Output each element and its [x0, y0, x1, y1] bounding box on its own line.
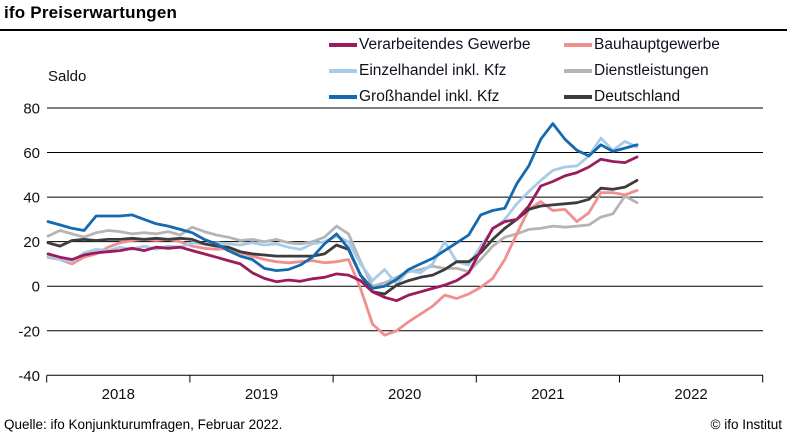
x-axis-year-label: 2019: [245, 386, 278, 403]
line-swatch-icon: [329, 43, 357, 47]
page-title: ifo Preiserwartungen: [4, 3, 178, 22]
legend-item-dienstleistungen: Dienstleistungen: [564, 62, 720, 80]
legend-label: Dienstleistungen: [594, 62, 709, 79]
y-axis-tick-label: 40: [23, 190, 40, 207]
chart-legend: Verarbeitendes Gewerbe Einzelhandel inkl…: [329, 36, 720, 106]
legend-label: Deutschland: [594, 88, 681, 105]
copyright-note: © ifo Institut: [710, 417, 782, 432]
line-swatch-icon: [564, 95, 592, 99]
legend-label: Einzelhandel inkl. Kfz: [359, 62, 507, 79]
y-axis-tick-label: 80: [23, 101, 40, 118]
x-axis-year-label: 2020: [388, 386, 421, 403]
y-axis-tick-label: -40: [18, 368, 40, 385]
series-line-verarbeitendes-gewerbe: [46, 155, 639, 303]
line-swatch-icon: [564, 43, 592, 47]
series-line-gro-handel-inkl-kfz: [46, 122, 639, 290]
y-axis-tick-label: -20: [18, 323, 40, 340]
title-divider-rule: [0, 29, 787, 31]
x-axis-year-label: 2021: [531, 386, 564, 403]
y-axis-tick-label: 20: [23, 234, 40, 251]
line-swatch-icon: [564, 69, 592, 73]
legend-label: Bauhauptgewerbe: [594, 36, 720, 53]
series-line-dienstleistungen: [46, 194, 639, 288]
source-note: Quelle: ifo Konjunkturumfragen, Februar …: [4, 417, 283, 432]
legend-item-bauhauptgewerbe: Bauhauptgewerbe: [564, 36, 720, 54]
y-axis-tick-label: 60: [23, 145, 40, 162]
legend-item-deutschland: Deutschland: [564, 88, 720, 106]
y-axis-tick-label: 0: [32, 279, 40, 296]
series-line-einzelhandel-inkl-kfz: [46, 136, 639, 286]
legend-item-verarbeitendes-gewerbe: Verarbeitendes Gewerbe: [329, 36, 564, 54]
x-axis-year-label: 2018: [102, 386, 135, 403]
legend-label: Verarbeitendes Gewerbe: [359, 36, 531, 53]
y-axis-unit-label: Saldo: [48, 68, 87, 85]
legend-item-grosshandel: Großhandel inkl. Kfz: [329, 88, 564, 106]
line-swatch-icon: [329, 95, 357, 99]
series-line-deutschland: [46, 178, 639, 296]
line-swatch-icon: [329, 69, 357, 73]
x-axis-year-label: 2022: [674, 386, 707, 403]
legend-item-einzelhandel: Einzelhandel inkl. Kfz: [329, 62, 564, 80]
legend-label: Großhandel inkl. Kfz: [359, 88, 500, 105]
series-line-bauhauptgewerbe: [46, 188, 639, 337]
